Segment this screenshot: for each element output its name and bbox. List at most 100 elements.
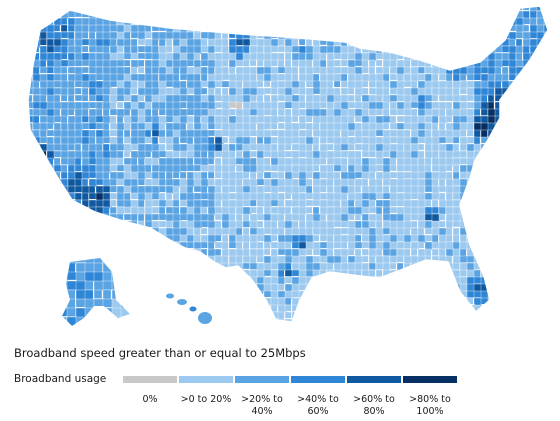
county-cell <box>529 255 537 265</box>
county-cell <box>81 45 89 53</box>
county-cell <box>200 108 209 116</box>
county-cell <box>109 241 117 251</box>
county-cell <box>53 73 62 82</box>
county-cell <box>130 178 138 187</box>
county-cell <box>242 304 251 313</box>
county-cell <box>326 31 335 40</box>
county-cell <box>81 17 90 26</box>
county-cell <box>172 17 181 26</box>
county-cell <box>144 31 152 39</box>
county-cell <box>529 290 538 301</box>
county-cell <box>39 199 49 209</box>
county-cell <box>501 206 510 215</box>
county-cell <box>81 66 89 74</box>
county-cell <box>60 143 69 152</box>
county-cell <box>109 87 119 96</box>
county-cell <box>333 269 342 279</box>
county-cell <box>522 80 532 90</box>
county-cell <box>551 60 558 69</box>
county-cell <box>28 157 35 166</box>
county-cell <box>382 164 391 174</box>
county-cell <box>32 164 40 172</box>
county-cell <box>172 192 180 202</box>
county-cell <box>473 108 481 116</box>
county-cell <box>333 248 342 258</box>
county-cell <box>137 262 146 270</box>
county-cell <box>270 115 279 124</box>
county-cell <box>39 290 47 299</box>
county-cell <box>445 17 453 28</box>
county-cell <box>256 94 264 103</box>
county-cell <box>473 45 482 54</box>
county-cell <box>368 241 377 250</box>
county-cell <box>522 304 532 313</box>
county-cell <box>158 304 166 312</box>
county-cell <box>536 283 546 291</box>
county-cell <box>221 276 231 285</box>
county-cell <box>466 73 475 81</box>
county-cell <box>551 179 558 187</box>
county-cell <box>116 115 124 124</box>
county-cell <box>368 150 377 158</box>
county-cell <box>452 241 460 250</box>
county-cell <box>459 52 469 62</box>
county-cell <box>144 52 153 60</box>
county-cell <box>340 311 348 320</box>
county-cell <box>249 290 259 298</box>
county-cell <box>515 234 524 243</box>
county-cell <box>28 143 33 151</box>
county-cell <box>130 262 138 271</box>
county-cell <box>536 164 546 173</box>
county-cell <box>186 290 196 300</box>
county-cell <box>508 276 519 287</box>
county-cell <box>298 185 307 193</box>
county-cell <box>214 199 222 208</box>
county-cell <box>158 143 166 152</box>
county-cell <box>417 101 426 111</box>
county-cell <box>551 39 560 46</box>
county-cell <box>333 262 342 272</box>
county-cell <box>62 262 69 272</box>
county-cell <box>508 108 517 117</box>
county-cell <box>382 297 390 307</box>
county-cell <box>466 52 476 61</box>
county-cell <box>361 171 370 180</box>
county-cell <box>95 213 104 223</box>
county-cell <box>417 241 425 249</box>
county-cell <box>424 290 432 298</box>
county-cell <box>60 94 68 102</box>
county-cell <box>298 311 307 320</box>
county-cell <box>221 311 231 320</box>
county-cell <box>109 255 118 266</box>
county-cell <box>270 143 278 152</box>
county-cell <box>102 129 110 138</box>
county-cell <box>66 262 76 273</box>
county-cell <box>529 192 539 201</box>
county-cell <box>179 192 188 201</box>
county-cell <box>130 290 141 299</box>
county-cell <box>326 311 335 320</box>
county-cell <box>123 255 132 265</box>
county-cell <box>396 31 406 39</box>
county-cell <box>74 227 85 238</box>
county-cell <box>242 59 250 67</box>
county-cell <box>284 192 292 200</box>
county-cell <box>459 6 469 12</box>
county-cell <box>347 262 357 272</box>
county-cell <box>60 213 70 223</box>
county-cell <box>214 31 222 41</box>
county-cell <box>165 318 175 322</box>
county-cell <box>214 178 223 188</box>
county-cell <box>53 248 63 258</box>
county-cell <box>417 17 425 27</box>
county-cell <box>473 73 482 81</box>
county-cell <box>291 185 301 194</box>
county-cell <box>256 129 265 139</box>
county-cell <box>354 101 363 109</box>
county-cell <box>102 6 111 11</box>
county-cell <box>375 66 384 75</box>
county-cell <box>543 10 548 20</box>
county-cell <box>501 150 509 158</box>
county-cell <box>508 6 517 13</box>
county-cell <box>340 6 350 12</box>
